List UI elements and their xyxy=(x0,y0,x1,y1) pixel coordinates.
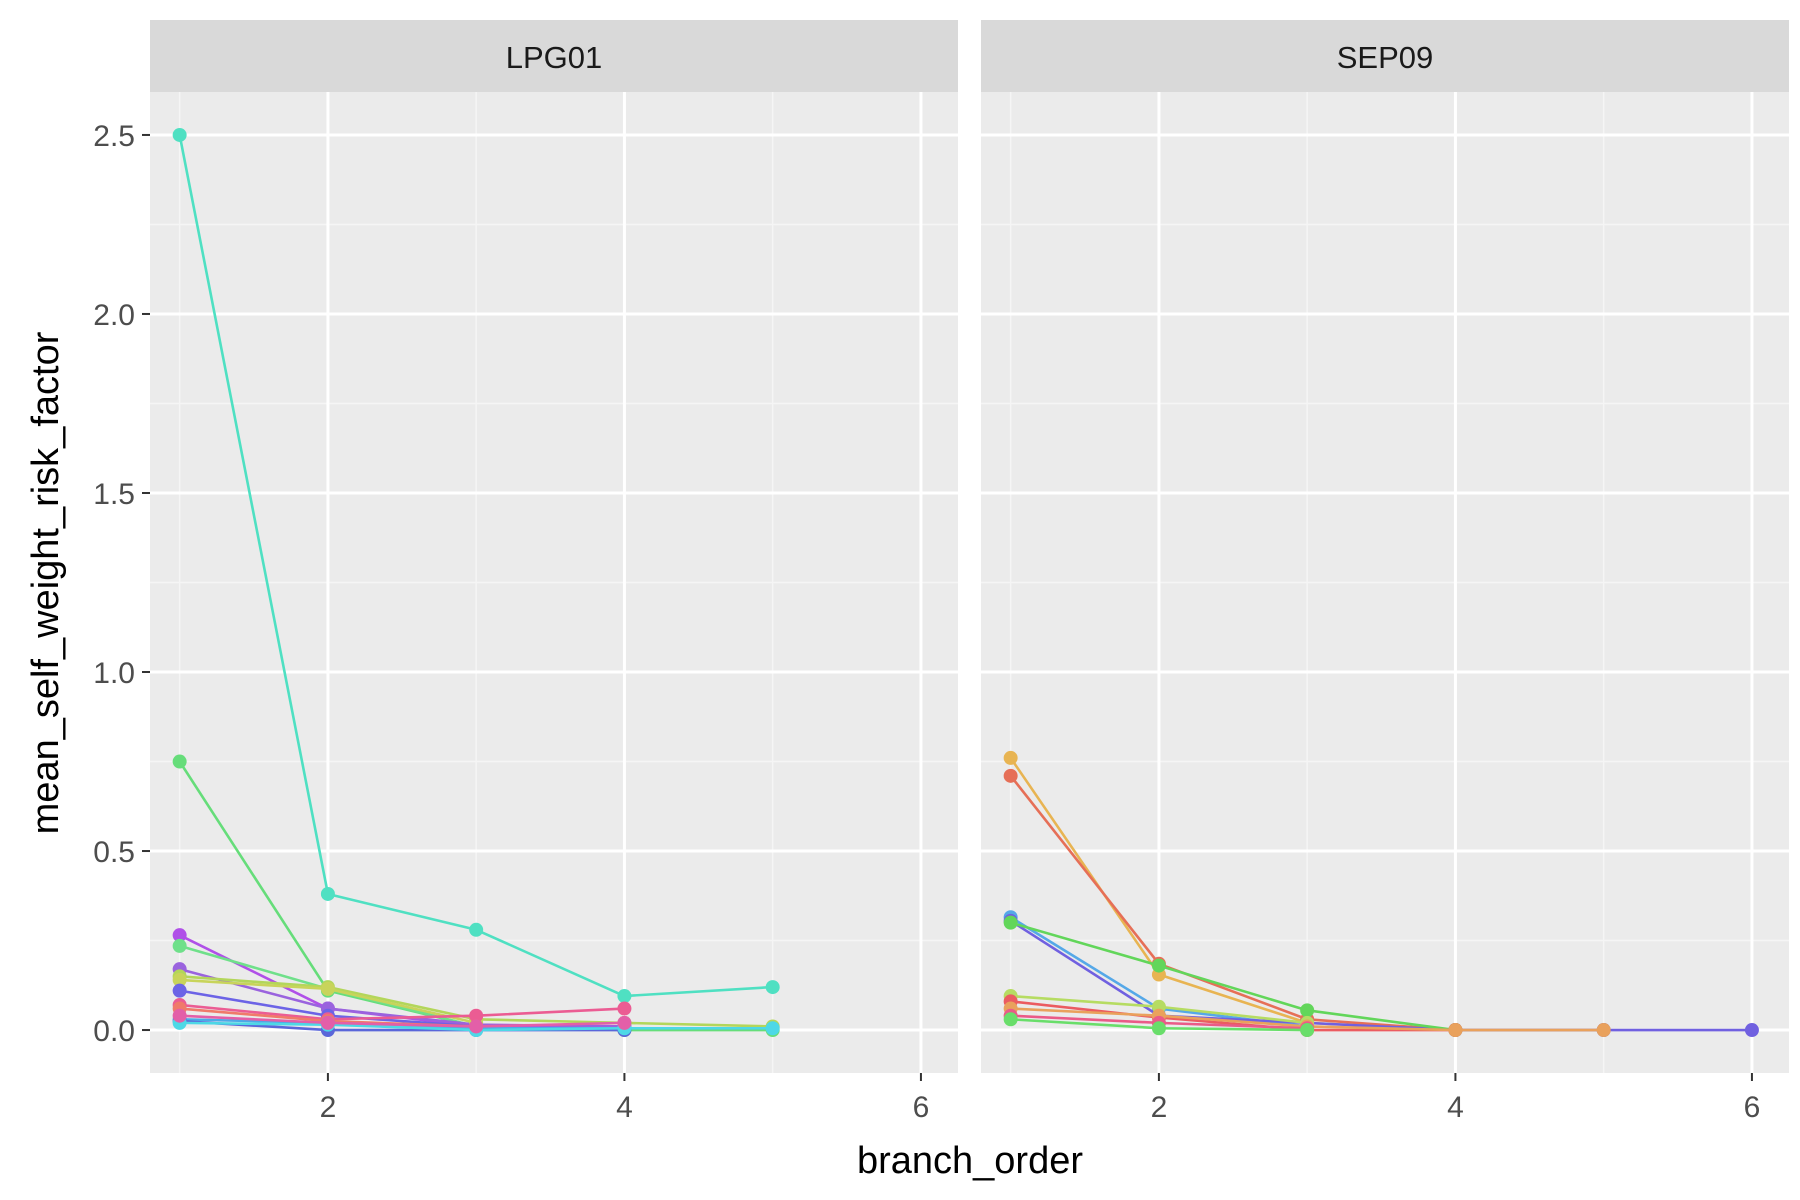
panel-sep09: SEP09 xyxy=(981,20,1789,1073)
data-point xyxy=(617,1001,632,1016)
data-point xyxy=(469,922,484,937)
axes-layer: 2 4 6 2 4 6 0.0 0.5 1.0 1.5 2.0 2.5 xyxy=(93,120,1760,1124)
series-layer xyxy=(172,127,780,1038)
series-layer xyxy=(1003,750,1759,1038)
x-tick-label: 4 xyxy=(616,1091,633,1124)
x-tick-label: 4 xyxy=(1447,1091,1464,1124)
data-point xyxy=(1003,1012,1018,1027)
data-point xyxy=(1300,1023,1315,1038)
data-point xyxy=(469,1008,484,1023)
facet-label: SEP09 xyxy=(1337,40,1434,75)
data-point xyxy=(1744,1023,1759,1038)
series-10 xyxy=(1003,1012,1315,1038)
data-point xyxy=(172,754,187,769)
data-point xyxy=(1003,768,1018,783)
x-tick-label: 6 xyxy=(1744,1091,1761,1124)
y-tick-label: 0.5 xyxy=(93,836,135,869)
facet-label: LPG01 xyxy=(506,40,603,75)
series-line xyxy=(1009,921,1457,1032)
series-line xyxy=(1009,774,1457,1032)
panels-layer: LPG01 SEP09 xyxy=(150,20,1789,1073)
data-point xyxy=(1003,915,1018,930)
series-5 xyxy=(1003,915,1463,1038)
y-axis-title: mean_self_weight_risk_factor xyxy=(25,331,67,834)
data-point xyxy=(469,1019,484,1034)
data-point xyxy=(172,127,187,142)
x-axis-title: branch_order xyxy=(857,1140,1083,1182)
series-1 xyxy=(172,127,780,1004)
x-tick-label: 6 xyxy=(913,1091,930,1124)
data-point xyxy=(320,1015,335,1030)
data-point xyxy=(1151,958,1166,973)
series-line xyxy=(178,1014,626,1028)
data-point xyxy=(172,938,187,953)
data-point xyxy=(765,1021,780,1036)
y-tick-label: 2.5 xyxy=(93,120,135,153)
data-point xyxy=(617,989,632,1004)
y-tick-label: 0.0 xyxy=(93,1015,135,1048)
data-point xyxy=(172,1008,187,1023)
data-point xyxy=(320,981,335,996)
data-point xyxy=(1003,750,1018,765)
series-14 xyxy=(172,1008,632,1034)
data-point xyxy=(617,1015,632,1030)
data-point xyxy=(172,928,187,943)
x-tick-label: 2 xyxy=(320,1091,337,1124)
series-line xyxy=(1009,919,1754,1032)
data-point xyxy=(172,983,187,998)
data-point xyxy=(1151,1021,1166,1036)
data-point xyxy=(172,972,187,987)
data-point xyxy=(765,980,780,995)
data-point xyxy=(1300,1003,1315,1018)
panel-lpg01: LPG01 xyxy=(150,20,958,1073)
y-tick-label: 1.0 xyxy=(93,657,135,690)
y-tick-label: 2.0 xyxy=(93,299,135,332)
data-point xyxy=(320,886,335,901)
data-point xyxy=(1448,1023,1463,1038)
series-line xyxy=(1009,1000,1457,1032)
facet-strip xyxy=(150,20,958,92)
data-point xyxy=(1596,1023,1611,1038)
series-line xyxy=(178,1003,626,1021)
facet-strip xyxy=(981,20,1789,92)
y-tick-label: 1.5 xyxy=(93,478,135,511)
x-tick-label: 2 xyxy=(1151,1091,1168,1124)
